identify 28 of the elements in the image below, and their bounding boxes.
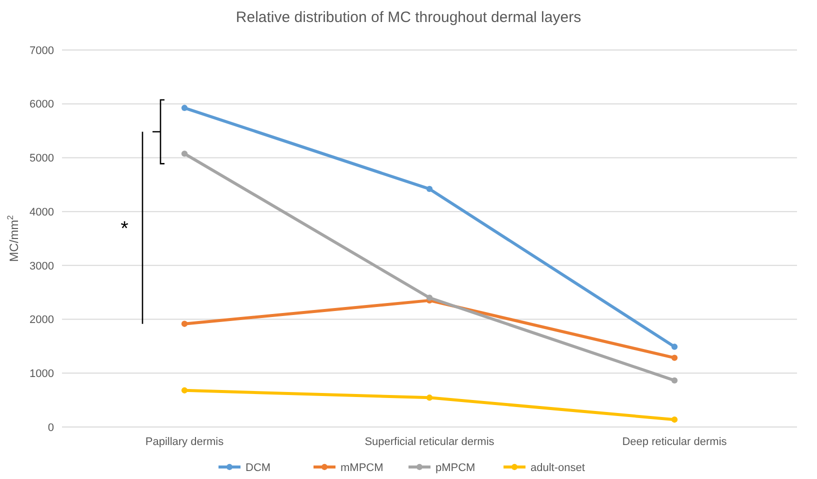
- y-tick-label: 5000: [30, 152, 54, 165]
- legend-label: mMPCM: [340, 462, 384, 474]
- y-tick-label: 1000: [30, 368, 54, 380]
- y-tick-label: 4000: [30, 206, 54, 218]
- point: [426, 394, 433, 401]
- chart-title: Relative distribution of MC throughout dermal layers: [236, 9, 582, 26]
- point: [671, 354, 678, 361]
- legend-label: adult-onset: [530, 462, 585, 474]
- point: [426, 186, 433, 192]
- point: [181, 320, 188, 327]
- y-tick-label: 7000: [30, 44, 54, 57]
- legend-label: pMPCM: [436, 462, 476, 474]
- point: [671, 377, 678, 384]
- point: [181, 150, 188, 157]
- point: [671, 344, 678, 350]
- point: [671, 416, 678, 423]
- y-tick-label: 2000: [30, 314, 54, 326]
- x-tick-label: Superficial reticular dermis: [364, 436, 495, 448]
- y-tick-label: 0: [48, 422, 54, 434]
- legend-label: DCM: [246, 462, 271, 474]
- y-tick-label: 6000: [30, 98, 54, 111]
- annotation: *: [120, 218, 129, 240]
- point: [181, 387, 188, 394]
- point: [181, 104, 188, 111]
- point: [426, 294, 433, 301]
- x-tick-label: Deep reticular dermis: [622, 436, 728, 448]
- x-tick-label: Papillary dermis: [145, 436, 224, 448]
- y-tick-label: 3000: [30, 260, 54, 272]
